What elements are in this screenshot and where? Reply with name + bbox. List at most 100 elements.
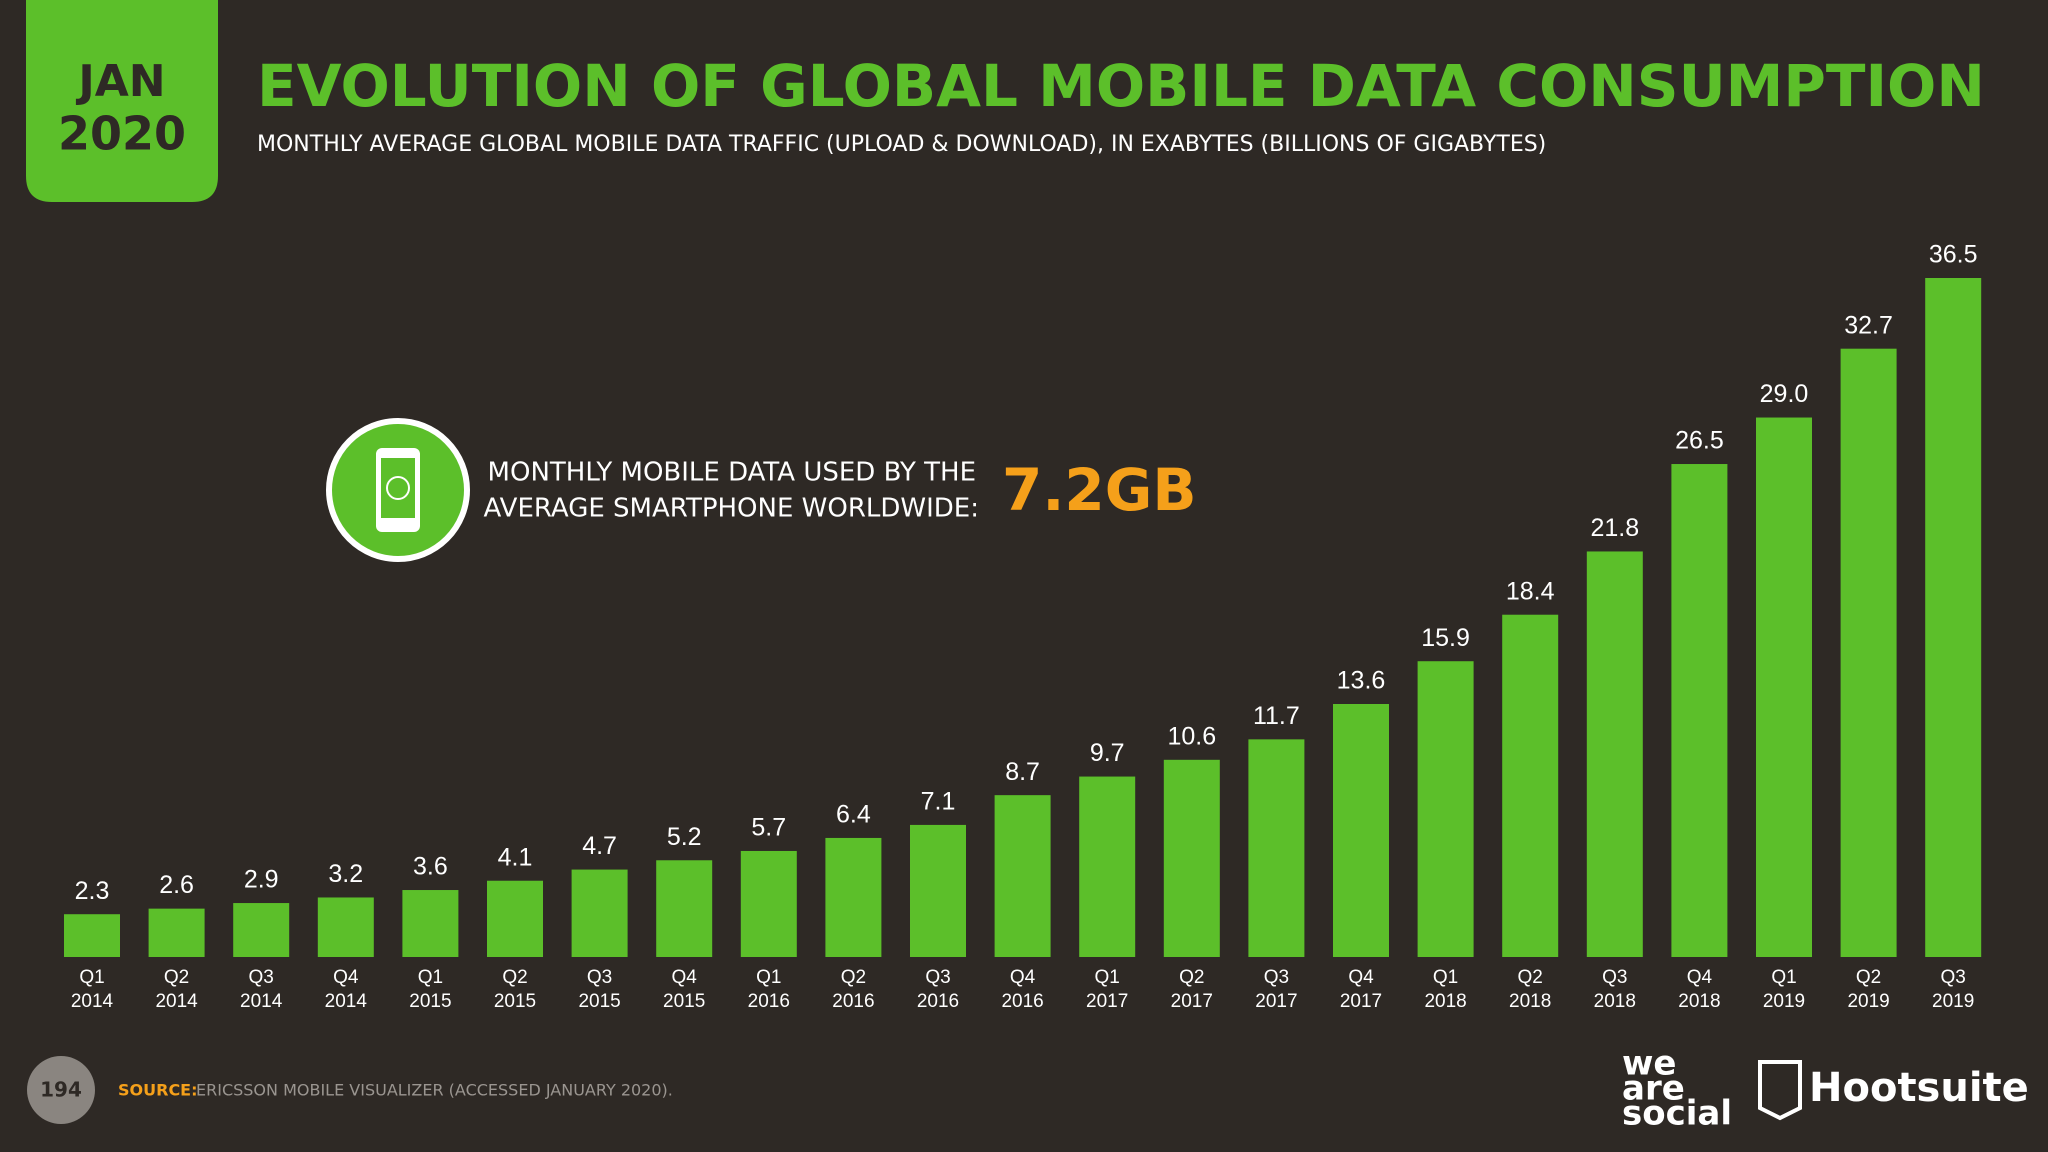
x-tick-label: Q1 2018 (1424, 967, 1466, 1012)
bar (402, 890, 459, 957)
bar (1671, 464, 1728, 957)
bar (64, 914, 120, 957)
x-tick-label-line: Q4 (1010, 967, 1036, 988)
value-label: 9.7 (1090, 739, 1125, 767)
value-label: 21.8 (1590, 514, 1639, 542)
x-tick-label: Q1 2015 (409, 967, 451, 1012)
logo-text: social (1622, 1094, 1732, 1134)
bar (825, 837, 882, 957)
value-label: 3.2 (328, 860, 363, 888)
value-label: 5.7 (751, 814, 786, 842)
x-tick-label-line: 2016 (917, 991, 959, 1012)
x-tick-label: Q3 2017 (1255, 967, 1297, 1012)
value-label: 5.2 (667, 823, 702, 851)
chart: 2.3 Q1 2014 2.6 Q2 2014 2.9 Q3 2014 3.2 Q4 2014 3.6 Q… (64, 241, 1982, 1012)
bar (994, 795, 1051, 957)
value-label: 4.7 (582, 832, 617, 860)
x-tick-label-line: Q2 (1179, 967, 1204, 988)
x-tick-label-line: 2016 (748, 991, 790, 1012)
value-label: 3.6 (413, 853, 448, 881)
x-tick-label-line: Q3 (925, 967, 950, 988)
value-label: 11.7 (1253, 702, 1300, 730)
bar (1248, 739, 1305, 957)
x-tick-label-line: 2014 (240, 991, 283, 1012)
x-tick-label-line: Q1 (1095, 967, 1120, 988)
value-label: 32.7 (1844, 311, 1893, 339)
bar (1333, 704, 1389, 957)
bar (740, 850, 797, 957)
bar (487, 880, 543, 957)
badge (26, 0, 218, 202)
logo-text: Hootsuite (1809, 1065, 2029, 1111)
x-tick-label: Q4 2017 (1340, 967, 1382, 1012)
x-tick-label-line: 2019 (1763, 991, 1805, 1012)
bar (317, 897, 374, 957)
x-tick-label-line: 2018 (1509, 991, 1551, 1012)
x-tick-label-line: Q4 (1687, 967, 1713, 988)
x-tick-label-line: Q1 (1771, 967, 1796, 988)
x-tick-label-line: 2015 (494, 991, 536, 1012)
x-tick-label-line: Q1 (1433, 967, 1458, 988)
callout-line: AVERAGE SMARTPHONE WORLDWIDE: (484, 494, 979, 524)
x-tick-label: Q2 2014 (155, 967, 198, 1012)
x-tick-label-line: 2018 (1594, 991, 1636, 1012)
source: ERICSSON MOBILE VISUALIZER (ACCESSED JAN… (196, 1081, 673, 1100)
x-tick-label-line: 2016 (832, 991, 874, 1012)
x-tick-label-line: Q4 (1348, 967, 1374, 988)
value-label: 8.7 (1005, 758, 1040, 786)
bar (1925, 278, 1982, 957)
value-label: 36.5 (1929, 241, 1978, 269)
logo-text: we (1622, 1044, 1676, 1084)
value-label: 13.6 (1337, 667, 1386, 695)
value-label: 2.9 (244, 866, 279, 894)
x-tick-label: Q2 2015 (494, 967, 536, 1012)
x-tick-label-line: 2014 (155, 991, 198, 1012)
callout-line: MONTHLY MOBILE DATA USED BY THE (488, 458, 976, 488)
x-tick-label: Q1 2014 (71, 967, 114, 1012)
x-tick-label-line: 2019 (1932, 991, 1974, 1012)
x-tick-label: Q3 2018 (1594, 967, 1636, 1012)
x-tick-label-line: Q3 (1602, 967, 1627, 988)
x-tick-label: Q2 2018 (1509, 967, 1551, 1012)
x-tick-label-line: 2015 (578, 991, 620, 1012)
logo-text: are (1622, 1069, 1685, 1109)
x-tick-label: Q3 2016 (917, 967, 959, 1012)
value-label: 4.1 (498, 843, 533, 871)
value-label: 10.6 (1167, 722, 1216, 750)
bar (656, 860, 713, 957)
x-tick-label-line: Q4 (672, 967, 698, 988)
x-tick-label-line: Q1 (756, 967, 781, 988)
x-tick-label-line: 2014 (325, 991, 368, 1012)
x-tick-label: Q4 2015 (663, 967, 705, 1012)
x-tick-label: Q4 2018 (1678, 967, 1720, 1012)
value-label: 15.9 (1421, 624, 1470, 652)
bar (233, 903, 290, 957)
bar (1417, 661, 1474, 957)
x-tick-label-line: Q2 (502, 967, 527, 988)
chart-title: EVOLUTION OF GLOBAL MOBILE DATA CONSUMPT… (257, 52, 1985, 120)
owl-icon (1758, 1060, 1802, 1121)
source-label: SOURCE: (118, 1081, 198, 1100)
x-tick-label-line: Q2 (841, 967, 866, 988)
x-tick-label-line: 2015 (663, 991, 705, 1012)
bar (1502, 614, 1559, 957)
x-tick-label-line: 2017 (1171, 991, 1213, 1012)
x-tick-label: Q3 2015 (578, 967, 620, 1012)
bar (910, 824, 966, 957)
value-label: 7.1 (921, 788, 956, 816)
x-tick-label-line: 2017 (1255, 991, 1297, 1012)
bar (571, 869, 628, 957)
callout-value: 7.2GB (1002, 456, 1197, 524)
chart-subtitle: MONTHLY AVERAGE GLOBAL MOBILE DATA TRAFF… (257, 132, 1546, 157)
x-tick-label: Q4 2016 (1001, 967, 1043, 1012)
x-tick-label-line: Q1 (79, 967, 104, 988)
x-tick-label: Q2 2019 (1847, 967, 1889, 1012)
value-label: 2.3 (75, 877, 110, 905)
x-tick-label: Q1 2017 (1086, 967, 1128, 1012)
x-tick-label-line: Q2 (1518, 967, 1543, 988)
x-tick-label-line: Q1 (418, 967, 443, 988)
x-tick-label-line: Q3 (1941, 967, 1966, 988)
x-tick-label-line: 2018 (1424, 991, 1466, 1012)
badge-month: JAN (75, 56, 165, 107)
